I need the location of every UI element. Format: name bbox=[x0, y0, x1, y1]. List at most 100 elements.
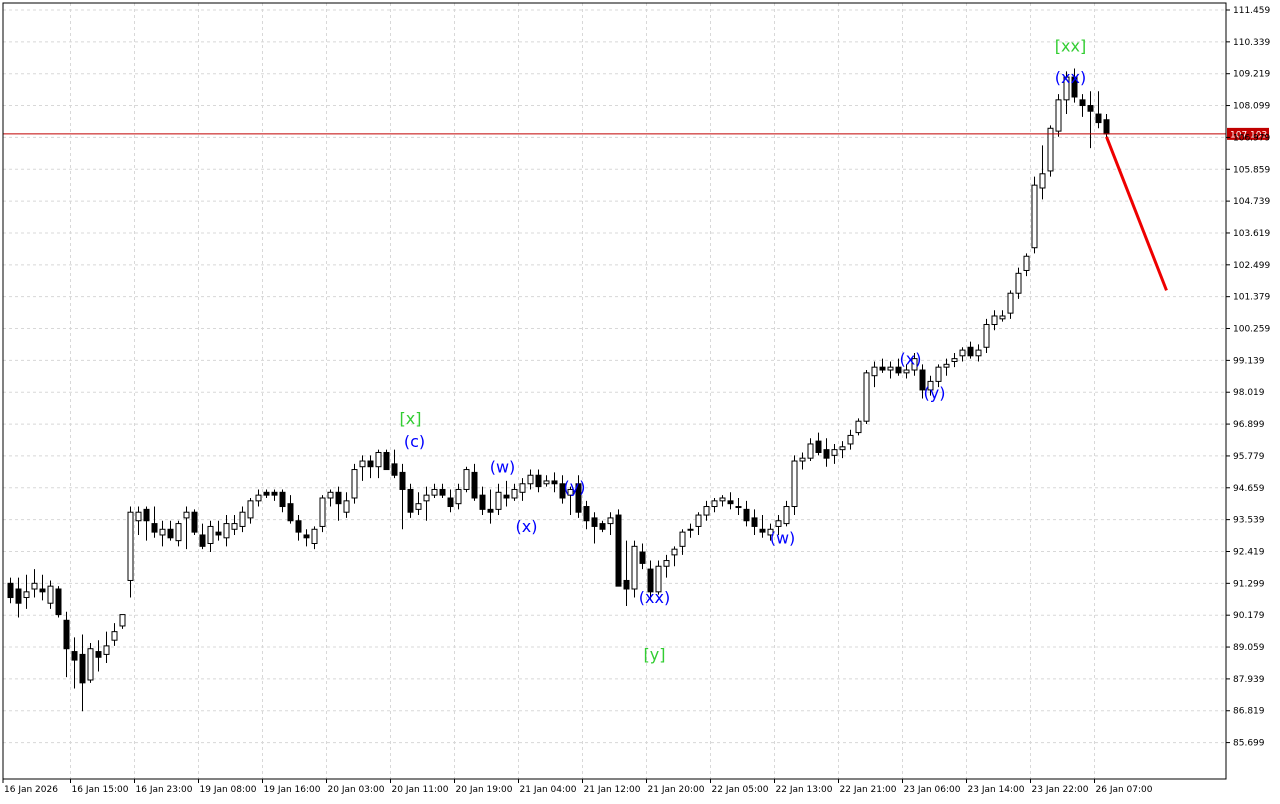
y-tick-label: 101.379 bbox=[1233, 293, 1270, 303]
candle-body-bull bbox=[455, 488, 462, 505]
candle-body-bear bbox=[879, 366, 886, 371]
candle-body-bull bbox=[999, 315, 1006, 320]
candle-body-bull bbox=[711, 500, 718, 508]
y-tick-label: 92.419 bbox=[1233, 547, 1265, 557]
candle-body-bull bbox=[135, 511, 142, 522]
wave-label: [x] bbox=[400, 409, 422, 428]
y-tick-label: 110.339 bbox=[1233, 38, 1270, 48]
candle-body-bull bbox=[871, 366, 878, 377]
candle-body-bull bbox=[1063, 76, 1070, 101]
x-tick-label: 23 Jan 06:00 bbox=[904, 785, 961, 795]
candle-body-bear bbox=[95, 651, 102, 658]
y-tick-label: 109.219 bbox=[1233, 70, 1270, 80]
candle-body-bull bbox=[807, 443, 814, 459]
candle-body-bull bbox=[735, 506, 742, 509]
candle-body-bull bbox=[1055, 99, 1062, 132]
x-tick-label: 16 Jan 15:00 bbox=[72, 785, 129, 795]
candle-body-bull bbox=[847, 434, 854, 445]
candle-body-bull bbox=[831, 449, 838, 456]
candle-body-bull bbox=[1047, 127, 1054, 172]
y-tick-label: 108.099 bbox=[1233, 102, 1270, 112]
candle-body-bear bbox=[151, 523, 158, 533]
candle-body-bear bbox=[743, 508, 750, 522]
x-tick-label: 19 Jan 16:00 bbox=[264, 785, 321, 795]
candle-body-bull bbox=[511, 488, 518, 499]
y-tick-label: 91.299 bbox=[1233, 579, 1265, 589]
candle-body-bull bbox=[103, 645, 110, 655]
y-tick-label: 98.019 bbox=[1233, 388, 1265, 398]
candle-body-bull bbox=[1007, 292, 1014, 314]
x-tick-label: 20 Jan 19:00 bbox=[456, 785, 513, 795]
candle-body-bear bbox=[303, 534, 310, 539]
y-tick-label: 103.619 bbox=[1233, 229, 1270, 239]
candle-body-bull bbox=[423, 494, 430, 502]
x-tick-label: 22 Jan 05:00 bbox=[712, 785, 769, 795]
candle-body-bull bbox=[159, 528, 166, 536]
y-tick-label: 100.259 bbox=[1233, 325, 1270, 335]
x-tick-label: 21 Jan 20:00 bbox=[648, 785, 705, 795]
x-tick-label: 22 Jan 21:00 bbox=[840, 785, 897, 795]
candle-body-bear bbox=[1095, 113, 1102, 124]
wave-label: [xx] bbox=[1055, 36, 1086, 55]
candle-body-bull bbox=[543, 480, 550, 485]
plot-frame bbox=[2, 2, 1227, 780]
candle-body-bull bbox=[799, 457, 806, 462]
candle-body-bull bbox=[343, 500, 350, 513]
candle-body-bear bbox=[639, 551, 646, 564]
candle-body-bear bbox=[271, 491, 278, 496]
candle-body-bull bbox=[495, 491, 502, 510]
x-tick-label: 23 Jan 22:00 bbox=[1032, 785, 1089, 795]
candle-body-bull bbox=[255, 494, 262, 502]
current-price-label: 107.103 bbox=[1230, 130, 1267, 140]
candle-body-bear bbox=[55, 588, 62, 616]
y-tick-label: 106.979 bbox=[1233, 133, 1270, 143]
candle-body-bear bbox=[647, 568, 654, 593]
candle-body-bull bbox=[719, 497, 726, 502]
candle-body-bull bbox=[239, 511, 246, 527]
candle-body-bear bbox=[551, 480, 558, 485]
candle-body-bull bbox=[207, 525, 214, 544]
candle-body-bull bbox=[119, 614, 126, 627]
candle-body-bear bbox=[79, 653, 86, 684]
candle-body-bear bbox=[263, 491, 270, 496]
wave-label: (w) bbox=[770, 528, 796, 547]
candle-body-bull bbox=[1039, 173, 1046, 189]
candle-body-bear bbox=[575, 483, 582, 513]
x-tick-label: 16 Jan 23:00 bbox=[136, 785, 193, 795]
candle-body-bear bbox=[895, 366, 902, 374]
candle-body-bear bbox=[623, 579, 630, 590]
candle-body-bull bbox=[655, 565, 662, 593]
candle-body-bear bbox=[727, 500, 734, 505]
candle-body-bull bbox=[975, 349, 982, 357]
candle-body-bull bbox=[359, 460, 366, 468]
wave-label: (y) bbox=[924, 383, 946, 402]
candle-body-bull bbox=[311, 528, 318, 544]
y-tick-label: 96.899 bbox=[1233, 420, 1265, 430]
y-tick-label: 111.459 bbox=[1233, 6, 1270, 16]
y-tick-label: 102.499 bbox=[1233, 261, 1270, 271]
y-tick-label: 87.939 bbox=[1233, 675, 1265, 685]
candle-body-bear bbox=[823, 449, 830, 459]
y-tick-label: 94.659 bbox=[1233, 484, 1265, 494]
overlays: 107.103 bbox=[3, 127, 1269, 291]
candle-body-bull bbox=[671, 548, 678, 556]
wave-label: [y] bbox=[644, 645, 666, 664]
y-tick-label: 90.179 bbox=[1233, 611, 1265, 621]
candle-body-bull bbox=[943, 363, 950, 368]
candle-body-bull bbox=[31, 582, 38, 590]
x-tick-label: 21 Jan 12:00 bbox=[584, 785, 641, 795]
candle-body-bull bbox=[775, 520, 782, 527]
candle-body-bear bbox=[279, 491, 286, 508]
candle-body-bear bbox=[71, 651, 78, 661]
candle-body-bear bbox=[295, 520, 302, 533]
candle-body-bear bbox=[599, 523, 606, 530]
candle-body-bull bbox=[23, 591, 30, 599]
candle-body-bull bbox=[1023, 255, 1030, 271]
candle-body-bear bbox=[215, 531, 222, 536]
candle-body-bull bbox=[111, 631, 118, 641]
candle-body-bear bbox=[1103, 119, 1110, 135]
candle-body-bear bbox=[167, 528, 174, 539]
candle-body-bear bbox=[591, 517, 598, 527]
